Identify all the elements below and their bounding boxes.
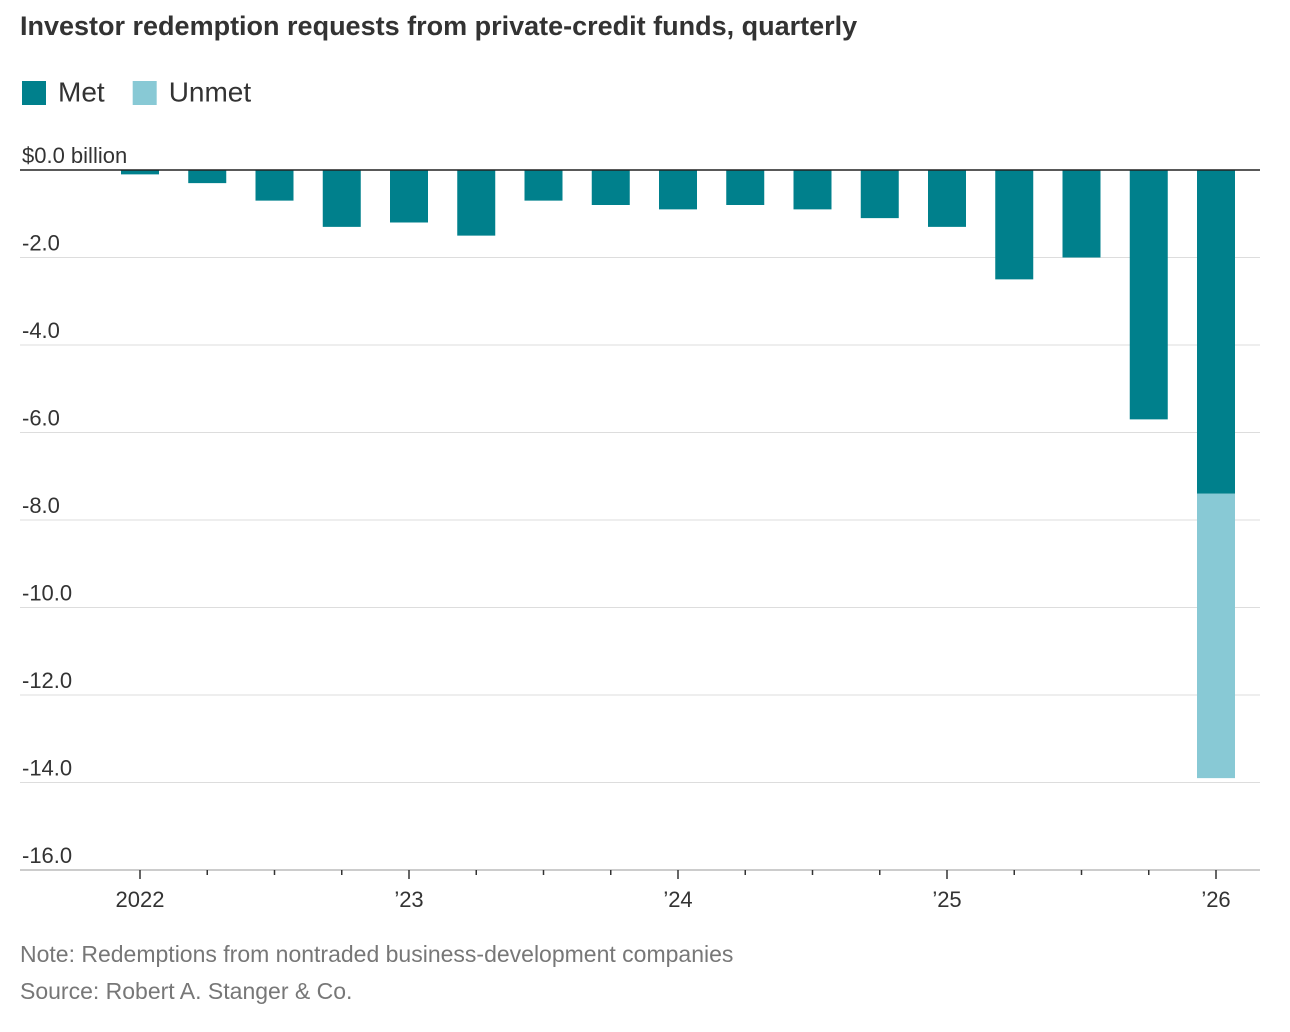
legend-swatch [22, 81, 46, 105]
legend-swatch [132, 81, 157, 105]
bar [726, 170, 765, 205]
x-tick-label: 2022 [116, 887, 165, 912]
bar [928, 170, 966, 227]
bar [1197, 170, 1235, 494]
bar [188, 170, 227, 184]
x-tick-label: ’23 [394, 887, 423, 912]
bar [121, 170, 159, 175]
bar [995, 170, 1034, 280]
note: Note: Redemptions from nontraded busines… [20, 941, 733, 967]
bar [591, 170, 630, 205]
bar [659, 170, 697, 210]
legend-label: Unmet [169, 76, 252, 107]
y-tick-label: -16.0 [22, 843, 72, 868]
bar [524, 170, 563, 201]
y-tick-label: -4.0 [22, 318, 60, 343]
y-tick-label: -2.0 [22, 230, 60, 255]
x-tick-label: ’25 [932, 887, 961, 912]
bar [860, 170, 899, 219]
y-tick-label: $0.0 billion [22, 143, 127, 168]
bar [457, 170, 496, 236]
bar [390, 170, 428, 223]
bar [1129, 170, 1168, 420]
bar [793, 170, 832, 210]
x-tick-label: ’24 [663, 887, 692, 912]
y-tick-label: -8.0 [22, 493, 60, 518]
y-tick-label: -6.0 [22, 405, 60, 430]
bar [1197, 493, 1235, 779]
y-tick-label: -14.0 [22, 755, 72, 780]
chart-title: Investor redemption requests from privat… [20, 11, 857, 41]
y-tick-label: -12.0 [22, 668, 72, 693]
x-tick-label: ’26 [1201, 887, 1230, 912]
bar [1062, 170, 1101, 258]
bar [255, 170, 294, 201]
bar [322, 170, 361, 227]
y-tick-label: -10.0 [22, 580, 72, 605]
legend-label: Met [58, 76, 105, 107]
source: Source: Robert A. Stanger & Co. [20, 978, 352, 1004]
